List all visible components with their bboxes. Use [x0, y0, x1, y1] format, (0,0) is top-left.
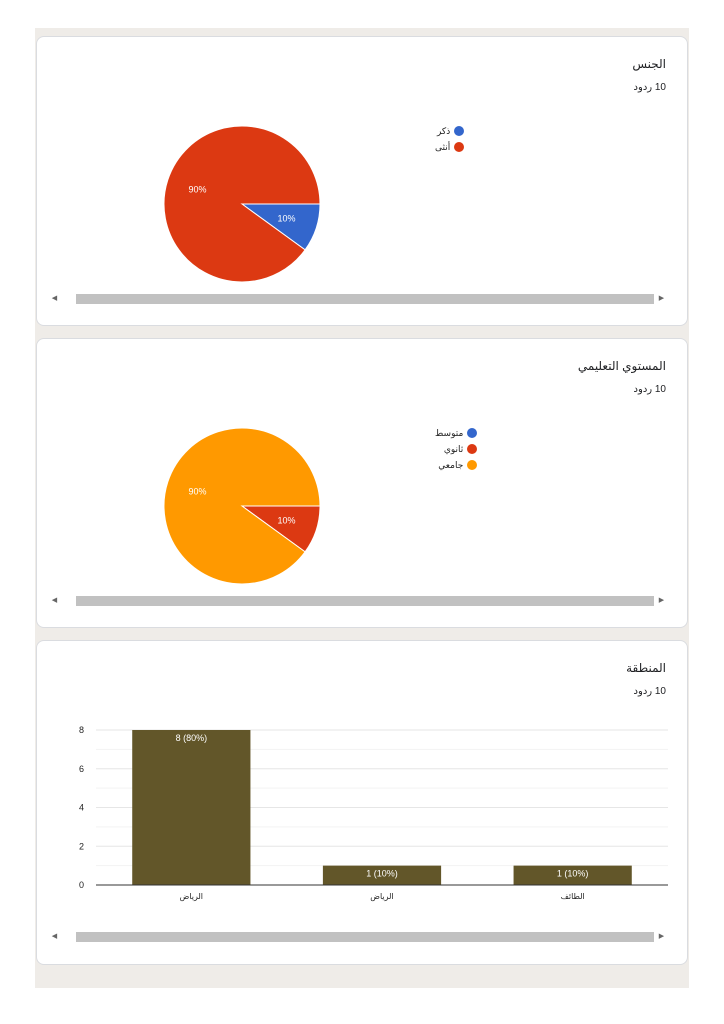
legend-label: جامعي — [438, 459, 464, 470]
horizontal-scrollbar[interactable]: ◀ ▶ — [48, 594, 668, 607]
pie-slice[interactable] — [163, 427, 321, 585]
pie-chart: 10% 90% — [163, 427, 321, 585]
legend-item[interactable]: أنثى — [435, 139, 465, 155]
x-tick-label: الرياض — [370, 892, 393, 901]
question-title: المستوي التعليمي — [577, 359, 666, 373]
legend-item[interactable]: ذكر — [435, 123, 465, 139]
legend-color-swatch — [467, 444, 478, 454]
legend-color-swatch — [454, 142, 465, 152]
bar[interactable] — [513, 865, 632, 885]
horizontal-scrollbar[interactable]: ◀ ▶ — [48, 930, 668, 943]
scroll-right-arrow-icon[interactable]: ▶ — [658, 295, 665, 302]
question-card-region: المنطقة 10 ردود 0 2 4 6 8 8 (80%) الرياض 1 (10%… — [36, 640, 688, 965]
scrollbar-thumb[interactable] — [76, 596, 654, 606]
y-tick-label: 2 — [79, 841, 84, 851]
chart-legend: متوسط ثانوي جامعي — [435, 425, 478, 473]
legend-label: أنثى — [435, 141, 451, 152]
legend-item[interactable]: ثانوي — [435, 441, 478, 457]
scrollbar-thumb[interactable] — [76, 932, 654, 942]
scroll-left-arrow-icon[interactable]: ◀ — [51, 295, 58, 302]
y-tick-label: 4 — [79, 803, 84, 813]
response-count: 10 ردود — [633, 82, 666, 93]
y-tick-label: 0 — [79, 880, 84, 890]
response-count: 10 ردود — [633, 384, 666, 395]
legend-label: ثانوي — [443, 443, 464, 454]
scroll-right-arrow-icon[interactable]: ▶ — [658, 597, 665, 604]
pie-slice[interactable] — [163, 125, 321, 283]
question-card-gender: الجنس 10 ردود 10% 90% ذكر أنثى ◀ ▶ — [36, 36, 688, 326]
legend-label: ذكر — [436, 125, 451, 136]
chart-legend: ذكر أنثى — [435, 123, 465, 155]
scroll-left-arrow-icon[interactable]: ◀ — [51, 933, 58, 940]
pie-slice-label: 10% — [278, 213, 296, 223]
pie-chart: 10% 90% — [163, 125, 321, 283]
legend-item[interactable]: جامعي — [435, 457, 478, 473]
bar-data-label: 1 (10%) — [557, 869, 589, 879]
scroll-right-arrow-icon[interactable]: ▶ — [658, 933, 665, 940]
question-card-education: المستوي التعليمي 10 ردود 10% 90% متوسط ثان… — [36, 338, 688, 628]
legend-label: متوسط — [435, 427, 464, 438]
response-count: 10 ردود — [633, 686, 666, 697]
legend-color-swatch — [467, 428, 478, 438]
pie-slice-label: 90% — [188, 487, 206, 497]
legend-item[interactable]: متوسط — [435, 425, 478, 441]
bar-data-label: 1 (10%) — [366, 869, 398, 879]
horizontal-scrollbar[interactable]: ◀ ▶ — [48, 292, 668, 305]
pie-slice-label: 10% — [278, 515, 296, 525]
x-tick-label: الطائف — [561, 892, 585, 901]
question-title: الجنس — [632, 57, 666, 71]
y-tick-label: 6 — [79, 764, 84, 774]
legend-color-swatch — [467, 460, 478, 470]
question-title: المنطقة — [626, 661, 666, 675]
bar[interactable] — [132, 730, 251, 885]
legend-color-swatch — [454, 126, 465, 136]
y-tick-label: 8 — [79, 725, 84, 735]
x-tick-label: الرياض — [180, 892, 203, 901]
scrollbar-thumb[interactable] — [76, 294, 654, 304]
bar-chart: 0 2 4 6 8 8 (80%) الرياض 1 (10%) الرياض 1 (10%) ا… — [79, 725, 668, 901]
bar[interactable] — [322, 865, 442, 885]
bar-data-label: 8 (80%) — [176, 733, 208, 743]
scroll-left-arrow-icon[interactable]: ◀ — [51, 597, 58, 604]
pie-slice-label: 90% — [188, 185, 206, 195]
